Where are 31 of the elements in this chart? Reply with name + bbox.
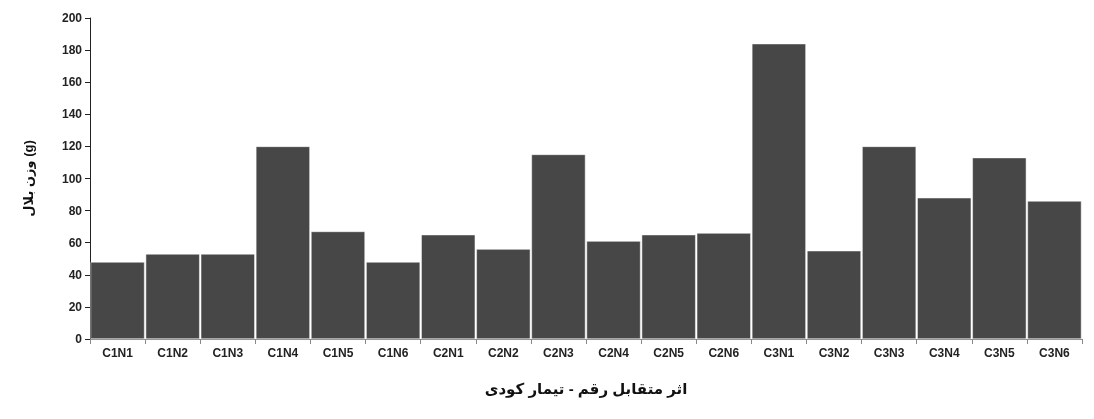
y-tick-label: 40 — [68, 267, 83, 282]
y-tick-label: 200 — [61, 11, 83, 25]
y-tick-label: 60 — [68, 235, 83, 250]
x-tick-label: C2N4 — [598, 346, 630, 360]
x-tick-label: C1N2 — [157, 346, 189, 360]
y-tick-label: 140 — [61, 107, 83, 122]
x-tick-label: C2N3 — [543, 346, 575, 360]
x-tick-label: C2N1 — [432, 346, 464, 360]
x-tick-label: C2N6 — [708, 346, 740, 360]
y-tick-label: 180 — [61, 43, 83, 58]
y-tick-label: 80 — [68, 203, 83, 218]
y-tick-label: 100 — [61, 171, 83, 186]
x-tick-label: C2N5 — [653, 346, 685, 360]
x-tick-label: C3N4 — [928, 346, 960, 360]
x-tick-label: C2N2 — [487, 346, 519, 360]
y-tick-label: 20 — [68, 299, 83, 314]
x-tick-label: C3N3 — [873, 346, 905, 360]
x-tick-label: C1N5 — [322, 346, 354, 360]
x-tick-label: C1N1 — [102, 346, 134, 360]
x-tick-label: C3N6 — [1039, 346, 1071, 360]
x-tick-label: C3N2 — [818, 346, 850, 360]
y-tick-label: 160 — [61, 75, 83, 90]
y-axis-title: وزن بلال (g) — [21, 140, 36, 217]
x-tick-label: C1N4 — [267, 346, 299, 360]
x-tick-label: C1N6 — [377, 346, 409, 360]
x-tick-label: C1N3 — [212, 346, 244, 360]
y-tick-label: 120 — [61, 139, 83, 154]
y-tick-label: 0 — [75, 332, 83, 346]
x-tick-label: C3N5 — [983, 346, 1015, 360]
x-axis-title: اثر متقابل رقم - تیمار کودی — [484, 380, 688, 398]
x-tick-label: C3N1 — [763, 346, 795, 360]
